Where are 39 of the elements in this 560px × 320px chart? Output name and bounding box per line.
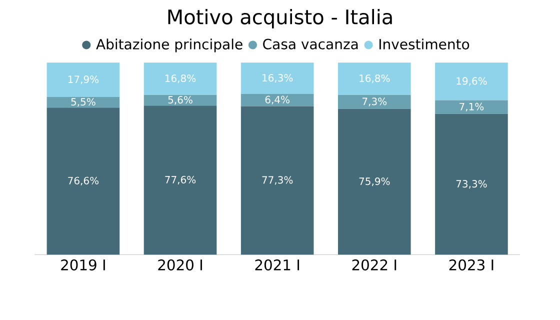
x-tick-label: 2020 I xyxy=(158,259,202,270)
bar xyxy=(435,62,508,100)
bar xyxy=(144,62,217,95)
bar xyxy=(144,94,217,106)
bar xyxy=(435,100,508,114)
data-label: 5,5% xyxy=(71,98,96,107)
data-label: 75,9% xyxy=(359,177,390,186)
bar xyxy=(240,94,314,106)
x-tick-label: 2022 I xyxy=(352,259,396,270)
bar xyxy=(240,62,314,94)
x-tick-label: 2019 I xyxy=(61,259,105,270)
bar xyxy=(435,114,508,255)
bar xyxy=(46,97,120,108)
legend-label: Abitazione principale xyxy=(96,38,242,52)
legend-label: Casa vacanza xyxy=(263,38,358,50)
data-label: 16,8% xyxy=(166,74,196,84)
bar xyxy=(144,106,217,255)
bar xyxy=(338,108,411,255)
data-label: 6,4% xyxy=(265,96,290,104)
bar xyxy=(338,62,411,95)
chart-title: Motivo acquisto - Italia xyxy=(168,8,392,28)
data-label: 7,1% xyxy=(460,102,484,112)
bar xyxy=(46,108,120,255)
data-label: 77,6% xyxy=(165,176,196,184)
data-label: 19,6% xyxy=(456,77,487,86)
bar xyxy=(46,62,120,98)
x-tick-label: 2023 I xyxy=(449,259,494,270)
legend-label: Investimento xyxy=(380,38,470,50)
data-label: 7,3% xyxy=(362,98,387,106)
data-label: 17,9% xyxy=(68,76,99,84)
bar xyxy=(240,106,314,255)
bar xyxy=(338,94,411,109)
data-label: 77,3% xyxy=(262,176,293,185)
data-label: 16,3% xyxy=(262,74,293,83)
data-label: 76,6% xyxy=(68,176,99,186)
x-tick-label: 2021 I xyxy=(255,259,300,270)
data-label: 73,3% xyxy=(456,180,487,189)
data-label: 5,6% xyxy=(168,96,192,105)
data-label: 16,8% xyxy=(360,74,390,84)
